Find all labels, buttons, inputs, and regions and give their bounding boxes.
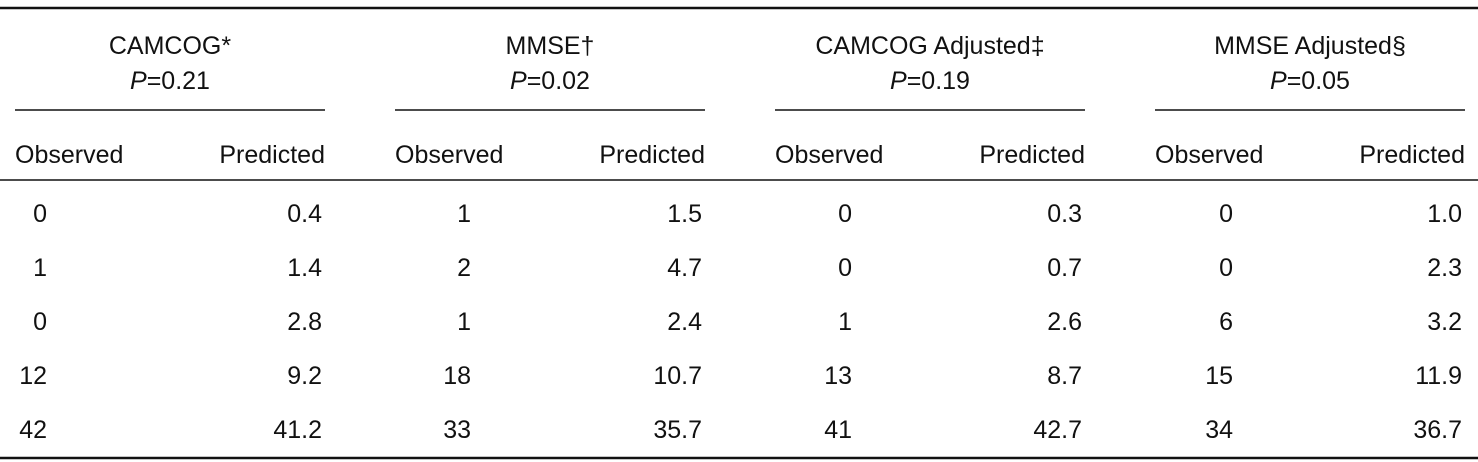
p-symbol: P: [890, 67, 907, 95]
cell: 9.2: [287, 362, 322, 390]
p-value: P=0.19: [890, 67, 970, 95]
p-number: =0.21: [147, 67, 210, 95]
cell: 0: [838, 200, 852, 228]
cell: 13: [824, 362, 852, 390]
cell: 1: [838, 308, 852, 336]
p-value: P=0.21: [130, 67, 210, 95]
cell: 0: [33, 308, 47, 336]
p-value: P=0.02: [510, 67, 590, 95]
group-name: CAMCOG*: [109, 32, 232, 60]
cell: 36.7: [1413, 416, 1462, 444]
cell: 1.0: [1427, 200, 1462, 228]
p-symbol: P: [510, 67, 527, 95]
cell: 0.3: [1047, 200, 1082, 228]
column-header: Predicted: [599, 141, 705, 169]
column-header: Observed: [775, 141, 883, 169]
cell: 0: [838, 254, 852, 282]
cell: 1.4: [287, 254, 322, 282]
cell: 8.7: [1047, 362, 1082, 390]
cell: 2.6: [1047, 308, 1082, 336]
column-header: Observed: [15, 141, 123, 169]
p-number: =0.19: [907, 67, 970, 95]
cell: 41.2: [273, 416, 322, 444]
cell: 1: [457, 200, 471, 228]
cell: 0.4: [287, 200, 322, 228]
cell: 42: [19, 416, 47, 444]
p-number: =0.05: [1287, 67, 1350, 95]
p-symbol: P: [130, 67, 147, 95]
cell: 12: [19, 362, 47, 390]
cell: 1: [457, 308, 471, 336]
cell: 2.3: [1427, 254, 1462, 282]
cell: 0.7: [1047, 254, 1082, 282]
column-header: Observed: [395, 141, 503, 169]
cell: 1.5: [667, 200, 702, 228]
group-name: CAMCOG Adjusted‡: [815, 32, 1044, 60]
column-header: Predicted: [219, 141, 325, 169]
cell: 15: [1205, 362, 1233, 390]
cell: 3.2: [1427, 308, 1462, 336]
cell: 0: [33, 200, 47, 228]
p-symbol: P: [1270, 67, 1287, 95]
cell: 42.7: [1033, 416, 1082, 444]
cell: 2: [457, 254, 471, 282]
cell: 11.9: [1415, 362, 1462, 390]
cell: 33: [443, 416, 471, 444]
cell: 4.7: [667, 254, 702, 282]
cell: 10.7: [653, 362, 702, 390]
p-number: =0.02: [527, 67, 590, 95]
cell: 0: [1219, 200, 1233, 228]
cell: 34: [1205, 416, 1233, 444]
group-name: MMSE†: [506, 32, 595, 60]
cell: 35.7: [653, 416, 702, 444]
cell: 0: [1219, 254, 1233, 282]
cell: 1: [33, 254, 47, 282]
group-name: MMSE Adjusted§: [1214, 32, 1406, 60]
p-value: P=0.05: [1270, 67, 1350, 95]
cell: 41: [824, 416, 852, 444]
cell: 2.4: [667, 308, 702, 336]
cell: 18: [443, 362, 471, 390]
column-header: Predicted: [979, 141, 1085, 169]
column-header: Observed: [1155, 141, 1263, 169]
cell: 6: [1219, 308, 1233, 336]
cell: 2.8: [287, 308, 322, 336]
column-header: Predicted: [1359, 141, 1465, 169]
